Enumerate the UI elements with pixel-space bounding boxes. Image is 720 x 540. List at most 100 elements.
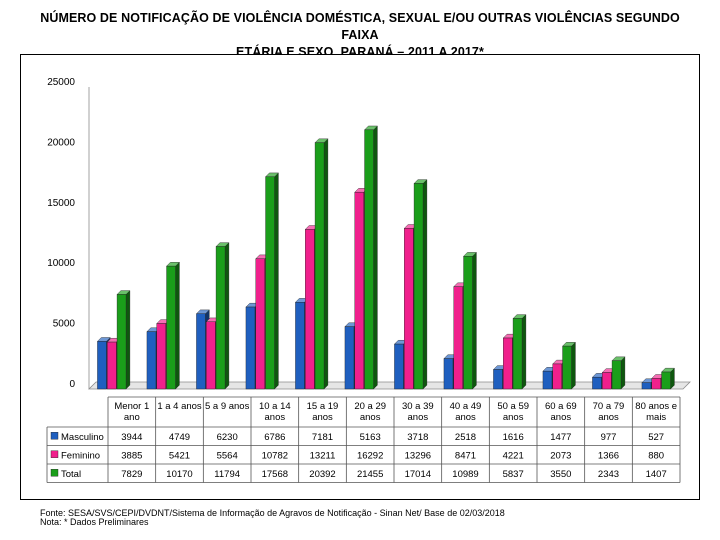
x-tick-label: 20 a 29 anos xyxy=(354,401,386,423)
data-label: 13211 xyxy=(310,450,336,461)
bar-front xyxy=(305,229,315,390)
bar-front xyxy=(156,323,166,390)
data-label: 6786 xyxy=(264,432,285,443)
bar-front xyxy=(394,343,404,390)
y-tick-label: 5000 xyxy=(53,319,76,330)
data-label: 4221 xyxy=(503,450,524,461)
bar-side xyxy=(521,314,527,390)
bar-front xyxy=(146,331,157,390)
bar-front xyxy=(602,372,612,390)
y-tick-label: 20000 xyxy=(47,137,75,148)
footnote: Fonte: SESA/SVS/CEPI/DVDNT/Sistema de In… xyxy=(40,509,505,527)
data-label: 5837 xyxy=(503,469,524,480)
bar-front xyxy=(245,306,256,390)
data-label: 13296 xyxy=(405,450,431,461)
preliminary-note: Nota: * Dados Preliminares xyxy=(40,517,149,527)
data-label: 1366 xyxy=(598,450,619,461)
bar-front xyxy=(314,142,325,390)
x-tick-label: 10 a 14 anos xyxy=(259,401,291,423)
x-tick-label: 15 a 19 anos xyxy=(307,401,339,423)
bar-front xyxy=(463,256,473,390)
bar-front xyxy=(255,258,265,390)
data-label: 7829 xyxy=(121,469,142,480)
bar-side xyxy=(373,125,378,390)
data-label: 1616 xyxy=(503,432,524,443)
chart-frame: 0 5000 10000 15000 20000 25000 Menor 1 ano 1 a 4… xyxy=(20,54,700,500)
x-tick-label: 80 anos e mais xyxy=(635,401,677,423)
bar-total-10 xyxy=(611,356,626,390)
bar-side xyxy=(323,138,329,390)
bar-side xyxy=(274,172,279,390)
bar-side xyxy=(175,261,180,390)
bar-total-8 xyxy=(512,314,527,390)
data-label: 10170 xyxy=(166,469,192,480)
data-label: 6230 xyxy=(217,432,238,443)
bar-front xyxy=(364,129,374,390)
legend-label-total: Total xyxy=(61,469,81,480)
bar-total-9 xyxy=(562,341,576,390)
bar-front xyxy=(443,358,454,390)
bar-total-11 xyxy=(661,367,675,390)
data-label: 7181 xyxy=(312,432,333,443)
bar-front xyxy=(265,176,275,390)
data-label: 5163 xyxy=(360,432,381,443)
data-label: 5421 xyxy=(169,450,190,461)
data-label: 2343 xyxy=(598,469,619,480)
data-label: 880 xyxy=(648,450,664,461)
bar-side xyxy=(620,356,626,390)
x-tick-label: 70 a 79 anos xyxy=(593,401,625,423)
y-tick-label: 15000 xyxy=(47,198,75,209)
data-label: 5564 xyxy=(217,450,238,461)
bar-front xyxy=(493,369,503,390)
x-tick-label: Menor 1 ano xyxy=(114,401,149,423)
data-label: 3944 xyxy=(121,432,142,443)
bar-front xyxy=(215,246,226,390)
data-label: 4749 xyxy=(169,432,190,443)
bar-total-0 xyxy=(116,290,131,390)
bar-front xyxy=(512,318,523,390)
x-tick-label: 1 a 4 anos xyxy=(157,401,202,412)
legend-swatch-masculino xyxy=(50,432,59,440)
bar-total-1 xyxy=(166,261,180,390)
bar-front xyxy=(661,371,671,390)
source-note: Fonte: SESA/SVS/CEPI/DVDNT/Sistema de In… xyxy=(40,508,505,518)
bar-total-2 xyxy=(215,242,230,390)
bar-front xyxy=(196,313,206,390)
y-axis-ticks: 0 5000 10000 15000 20000 25000 xyxy=(47,77,75,390)
bar-front xyxy=(503,337,513,390)
data-label: 17568 xyxy=(262,469,288,480)
data-label: 1477 xyxy=(550,432,571,443)
legend-label-feminino: Feminino xyxy=(61,450,100,461)
data-label: 3550 xyxy=(550,469,571,480)
x-tick-label: 30 a 39 anos xyxy=(402,401,434,423)
bar-side xyxy=(224,242,230,390)
data-label: 21455 xyxy=(357,469,383,480)
data-label: 2073 xyxy=(550,450,571,461)
bar-front xyxy=(453,286,463,390)
bar-front xyxy=(206,321,216,390)
bar-front xyxy=(611,360,622,390)
data-label: 10989 xyxy=(452,469,478,480)
data-label: 17014 xyxy=(405,469,431,480)
bar-front xyxy=(552,363,562,390)
bar-front xyxy=(641,382,652,390)
bar-front xyxy=(97,341,107,390)
chart-floor xyxy=(88,381,691,390)
bar-side xyxy=(472,251,477,390)
data-label: 2518 xyxy=(455,432,476,443)
bar-total-4 xyxy=(314,138,329,390)
data-table: Menor 1 ano 1 a 4 anos 5 a 9 anos 10 a 14 ano… xyxy=(46,396,681,483)
bar-front xyxy=(562,345,572,390)
data-label: 16292 xyxy=(357,450,383,461)
bar-front xyxy=(413,183,424,390)
bar-front xyxy=(404,228,414,390)
chart-title-line-1: NÚMERO DE NOTIFICAÇÃO DE VIOLÊNCIA DOMÉS… xyxy=(40,11,680,42)
data-label: 3885 xyxy=(121,450,142,461)
bar-front xyxy=(166,265,176,390)
bar-side xyxy=(422,179,428,390)
x-tick-label: 5 a 9 anos xyxy=(205,401,250,412)
bar-front xyxy=(116,294,127,390)
bar-total-6 xyxy=(413,179,428,390)
legend-swatch-total xyxy=(50,469,59,477)
y-tick-label: 10000 xyxy=(47,258,75,269)
